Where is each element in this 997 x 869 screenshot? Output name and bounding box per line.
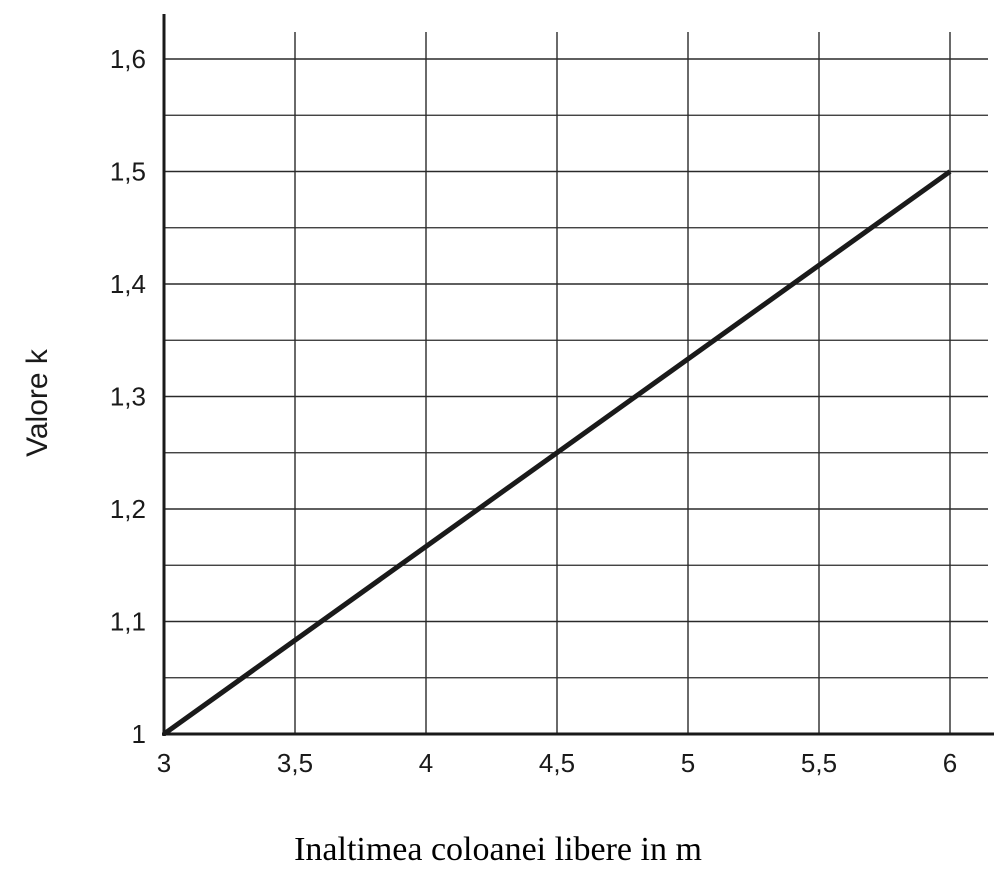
y-tick-label: 1,1	[110, 607, 146, 637]
x-tick-label: 6	[943, 748, 957, 778]
x-tick-label: 5,5	[801, 748, 837, 778]
y-tick-label: 1,2	[110, 494, 146, 524]
axes	[162, 14, 994, 736]
x-tick-label: 5	[681, 748, 695, 778]
x-tick-label: 4	[419, 748, 433, 778]
y-tick-label: 1,5	[110, 157, 146, 187]
x-tick-label: 4,5	[539, 748, 575, 778]
y-tick-label: 1,3	[110, 382, 146, 412]
x-axis-title: Inaltimea coloanei libere in m	[294, 831, 702, 868]
tick-labels: 3 3,5 4 4,5 5 5,5 6 1 1,1 1,2 1,3 1,4 1,5 1,6	[110, 44, 957, 778]
y-tick-label: 1,6	[110, 44, 146, 74]
y-tick-label: 1	[132, 719, 146, 749]
y-axis-title: Valore k	[21, 348, 54, 457]
y-tick-label: 1,4	[110, 269, 146, 299]
series	[162, 169, 952, 737]
grid	[164, 32, 988, 734]
series-line	[162, 169, 952, 737]
x-tick-label: 3,5	[277, 748, 313, 778]
x-tick-label: 3	[157, 748, 171, 778]
